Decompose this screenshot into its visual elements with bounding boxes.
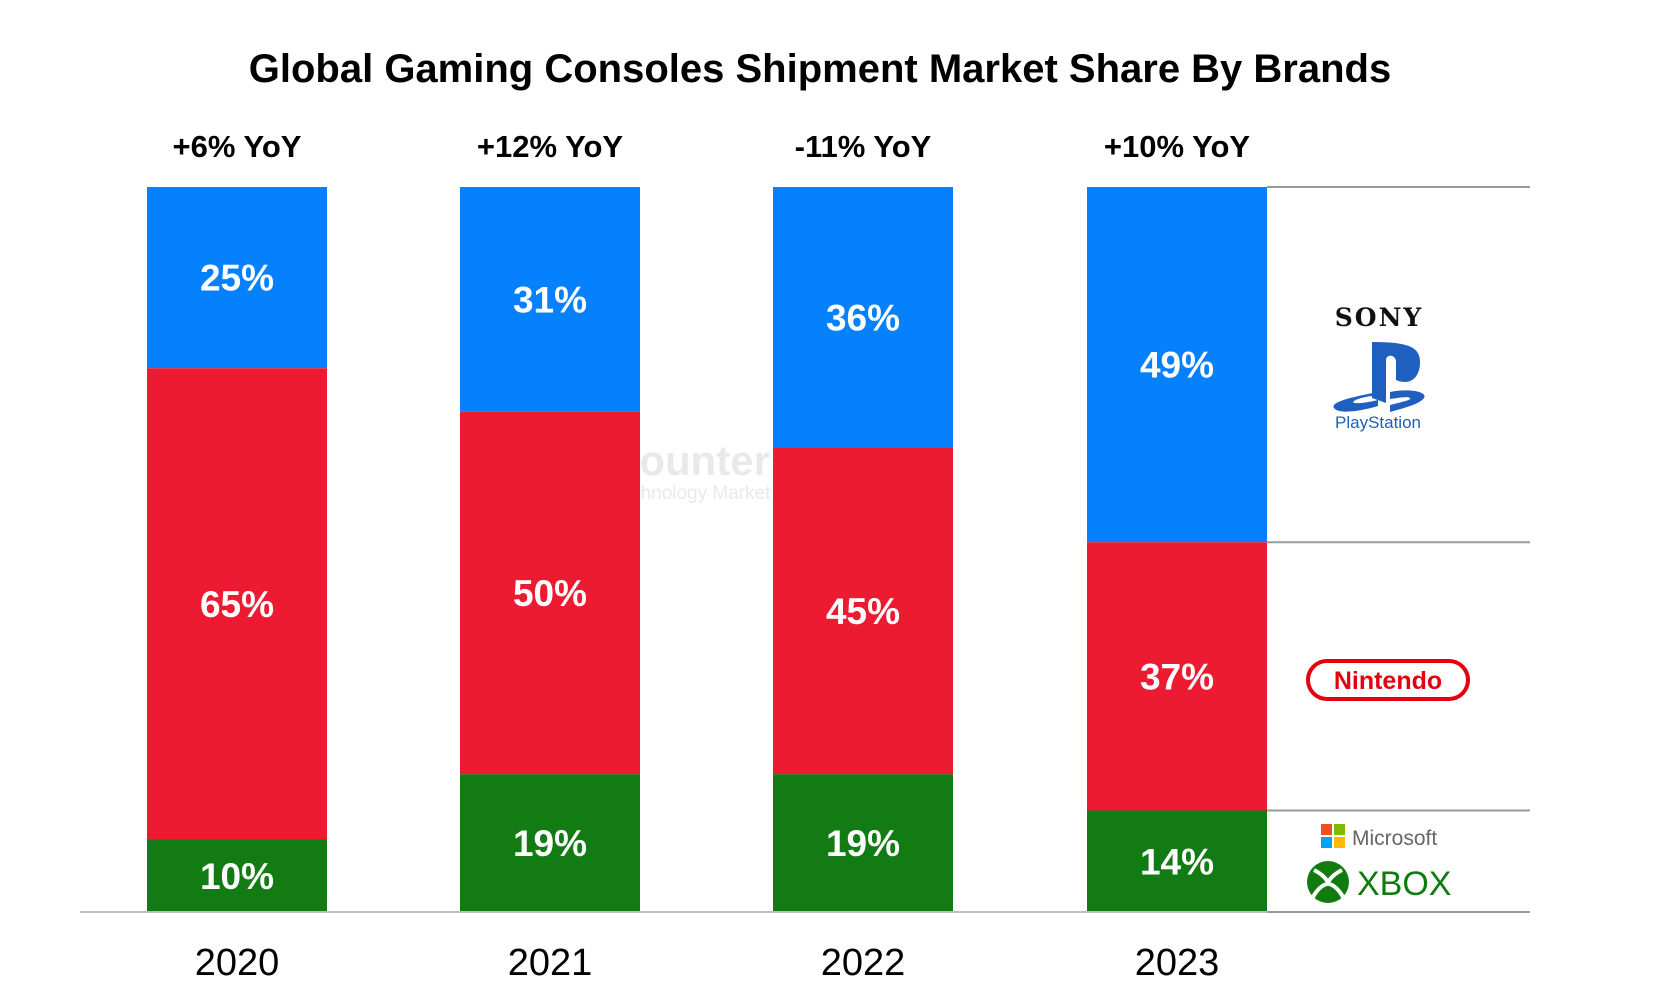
yoy-label-2020: +6% YoY (173, 129, 302, 164)
xbox-logo-icon (1307, 861, 1349, 903)
bar-segment-2021-0 (460, 187, 640, 412)
yoy-labels-layer: +6% YoY +12% YoY -11% YoY +10% YoY (173, 129, 1251, 164)
bars-layer (147, 187, 1267, 912)
bar-segment-2020-1 (147, 368, 327, 840)
year-labels-layer: 2020 2021 2022 2023 (195, 942, 1220, 984)
microsoft-logo-icon (1321, 824, 1345, 848)
x-tick-label-2023: 2023 (1135, 942, 1220, 984)
nintendo-wordmark: Nintendo (1334, 667, 1442, 695)
legend-nintendo: Nintendo (1306, 659, 1470, 701)
legend-sony: SONY PlayStation (1333, 303, 1425, 432)
bar-segment-2022-2 (773, 774, 953, 912)
microsoft-wordmark: Microsoft (1352, 827, 1437, 850)
data-label-2022-1: 45% (826, 591, 900, 632)
bar-segment-2020-0 (147, 187, 327, 369)
bar-segment-2021-2 (460, 774, 640, 912)
legend-dividers (1267, 186, 1530, 913)
data-label-2023-1: 37% (1140, 656, 1214, 697)
legend-microsoft-xbox: Microsoft XBOX (1307, 824, 1451, 903)
x-tick-label-2020: 2020 (195, 942, 280, 984)
x-tick-label-2022: 2022 (821, 942, 906, 984)
data-label-2023-2: 14% (1140, 841, 1214, 882)
bar-segment-2022-1 (773, 448, 953, 775)
data-label-2020-0: 25% (200, 258, 274, 299)
yoy-label-2022: -11% YoY (795, 129, 932, 164)
sony-wordmark: SONY (1335, 303, 1424, 332)
data-label-2021-0: 31% (513, 279, 587, 320)
nintendo-logo-icon (1306, 659, 1470, 701)
x-tick-label-2021: 2021 (508, 942, 593, 984)
yoy-label-2023: +10% YoY (1104, 129, 1251, 164)
data-label-2023-0: 49% (1140, 345, 1214, 386)
playstation-logo-icon (1333, 342, 1425, 412)
bar-segment-2021-1 (460, 411, 640, 775)
data-label-2022-0: 36% (826, 298, 900, 339)
chart-title: Global Gaming Consoles Shipment Market S… (249, 47, 1391, 91)
data-label-2021-2: 19% (513, 823, 587, 864)
playstation-wordmark: PlayStation (1335, 413, 1421, 432)
segment-labels-layer: 25% 65% 10% 31% 50% 19% 36% 45% 19% 49% 37% 14% (200, 258, 1214, 897)
bar-segment-2023-2 (1087, 810, 1267, 912)
yoy-label-2021: +12% YoY (477, 129, 624, 164)
bar-segment-2020-2 (147, 839, 327, 912)
data-label-2020-2: 10% (200, 856, 274, 897)
bar-segment-2022-0 (773, 187, 953, 448)
bar-segment-2023-0 (1087, 187, 1267, 543)
bar-segment-2023-1 (1087, 542, 1267, 811)
data-label-2021-1: 50% (513, 573, 587, 614)
data-label-2020-1: 65% (200, 584, 274, 625)
xbox-wordmark: XBOX (1357, 865, 1451, 903)
data-label-2022-2: 19% (826, 823, 900, 864)
